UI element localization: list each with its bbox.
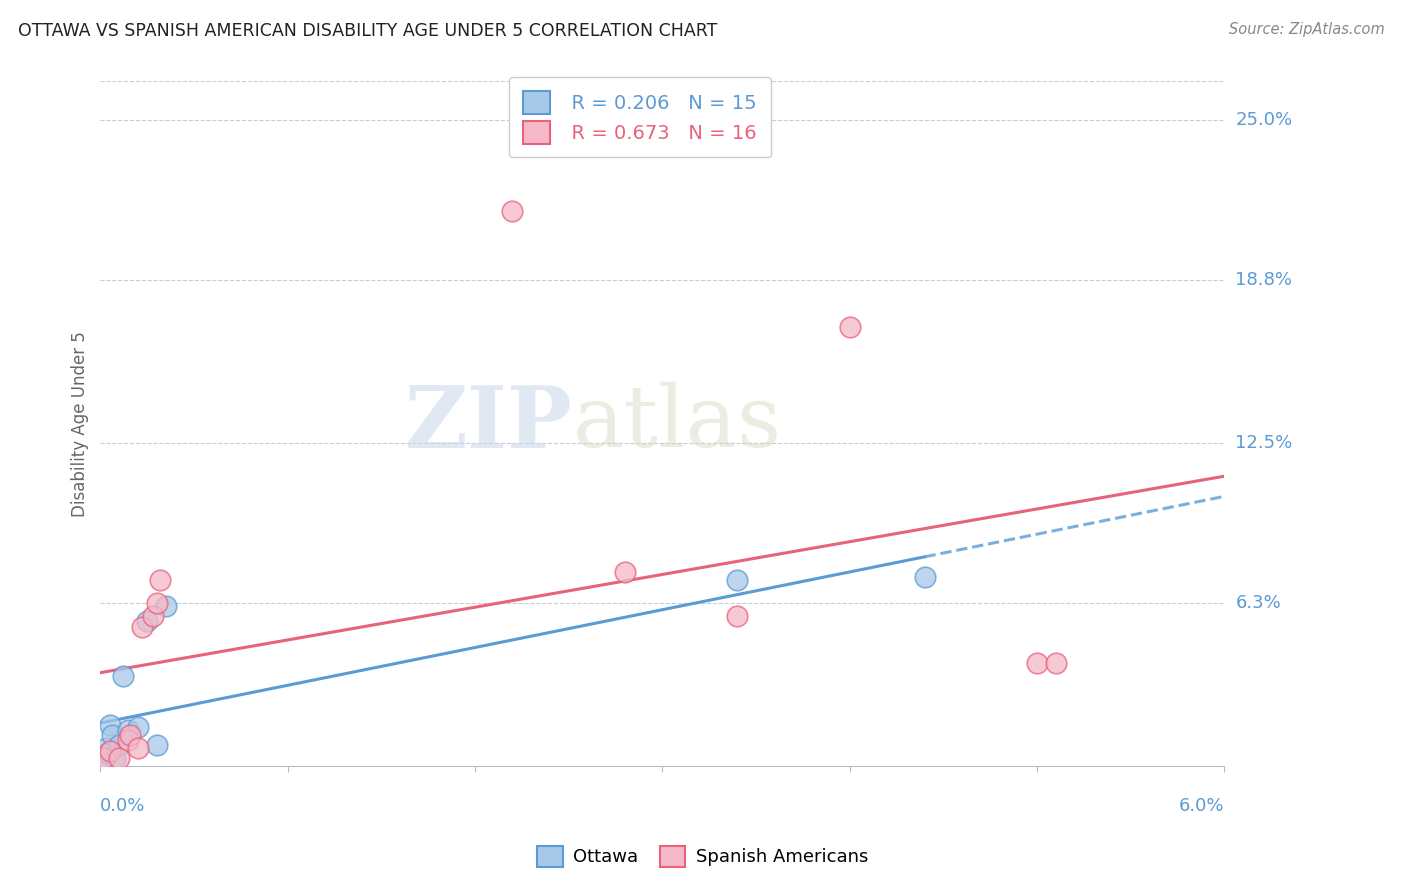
Point — [914, 570, 936, 584]
Point — [117, 733, 139, 747]
Point — [98, 717, 121, 731]
Legend:   R = 0.206   N = 15,   R = 0.673   N = 16: R = 0.206 N = 15, R = 0.673 N = 16 — [509, 78, 770, 157]
Point — [94, 740, 117, 755]
Text: Source: ZipAtlas.com: Source: ZipAtlas.com — [1229, 22, 1385, 37]
Point — [93, 751, 115, 765]
Text: 25.0%: 25.0% — [1236, 112, 1292, 129]
Point — [120, 728, 142, 742]
Point — [117, 723, 139, 737]
Point — [145, 596, 167, 610]
Y-axis label: Disability Age Under 5: Disability Age Under 5 — [72, 331, 89, 516]
Text: ZIP: ZIP — [405, 382, 572, 466]
Point — [136, 615, 159, 629]
Point — [127, 720, 149, 734]
Point — [131, 619, 153, 633]
Point — [725, 609, 748, 624]
Point — [127, 740, 149, 755]
Point — [108, 739, 131, 753]
Text: 18.8%: 18.8% — [1236, 271, 1292, 289]
Text: 6.0%: 6.0% — [1178, 797, 1225, 814]
Text: OTTAWA VS SPANISH AMERICAN DISABILITY AGE UNDER 5 CORRELATION CHART: OTTAWA VS SPANISH AMERICAN DISABILITY AG… — [18, 22, 717, 40]
Point — [104, 751, 127, 765]
Point — [100, 728, 122, 742]
Point — [108, 751, 131, 765]
Text: 6.3%: 6.3% — [1236, 594, 1281, 612]
Point — [149, 573, 172, 587]
Point — [501, 203, 523, 218]
Point — [98, 743, 121, 757]
Point — [1045, 656, 1067, 670]
Point — [97, 746, 120, 760]
Point — [1025, 656, 1047, 670]
Point — [142, 609, 165, 624]
Point — [155, 599, 177, 613]
Point — [145, 739, 167, 753]
Point — [93, 751, 115, 765]
Point — [111, 668, 134, 682]
Point — [725, 573, 748, 587]
Text: atlas: atlas — [572, 382, 782, 466]
Point — [613, 566, 636, 580]
Point — [838, 319, 860, 334]
Legend: Ottawa, Spanish Americans: Ottawa, Spanish Americans — [530, 838, 876, 874]
Text: 12.5%: 12.5% — [1236, 434, 1292, 452]
Text: 0.0%: 0.0% — [100, 797, 146, 814]
